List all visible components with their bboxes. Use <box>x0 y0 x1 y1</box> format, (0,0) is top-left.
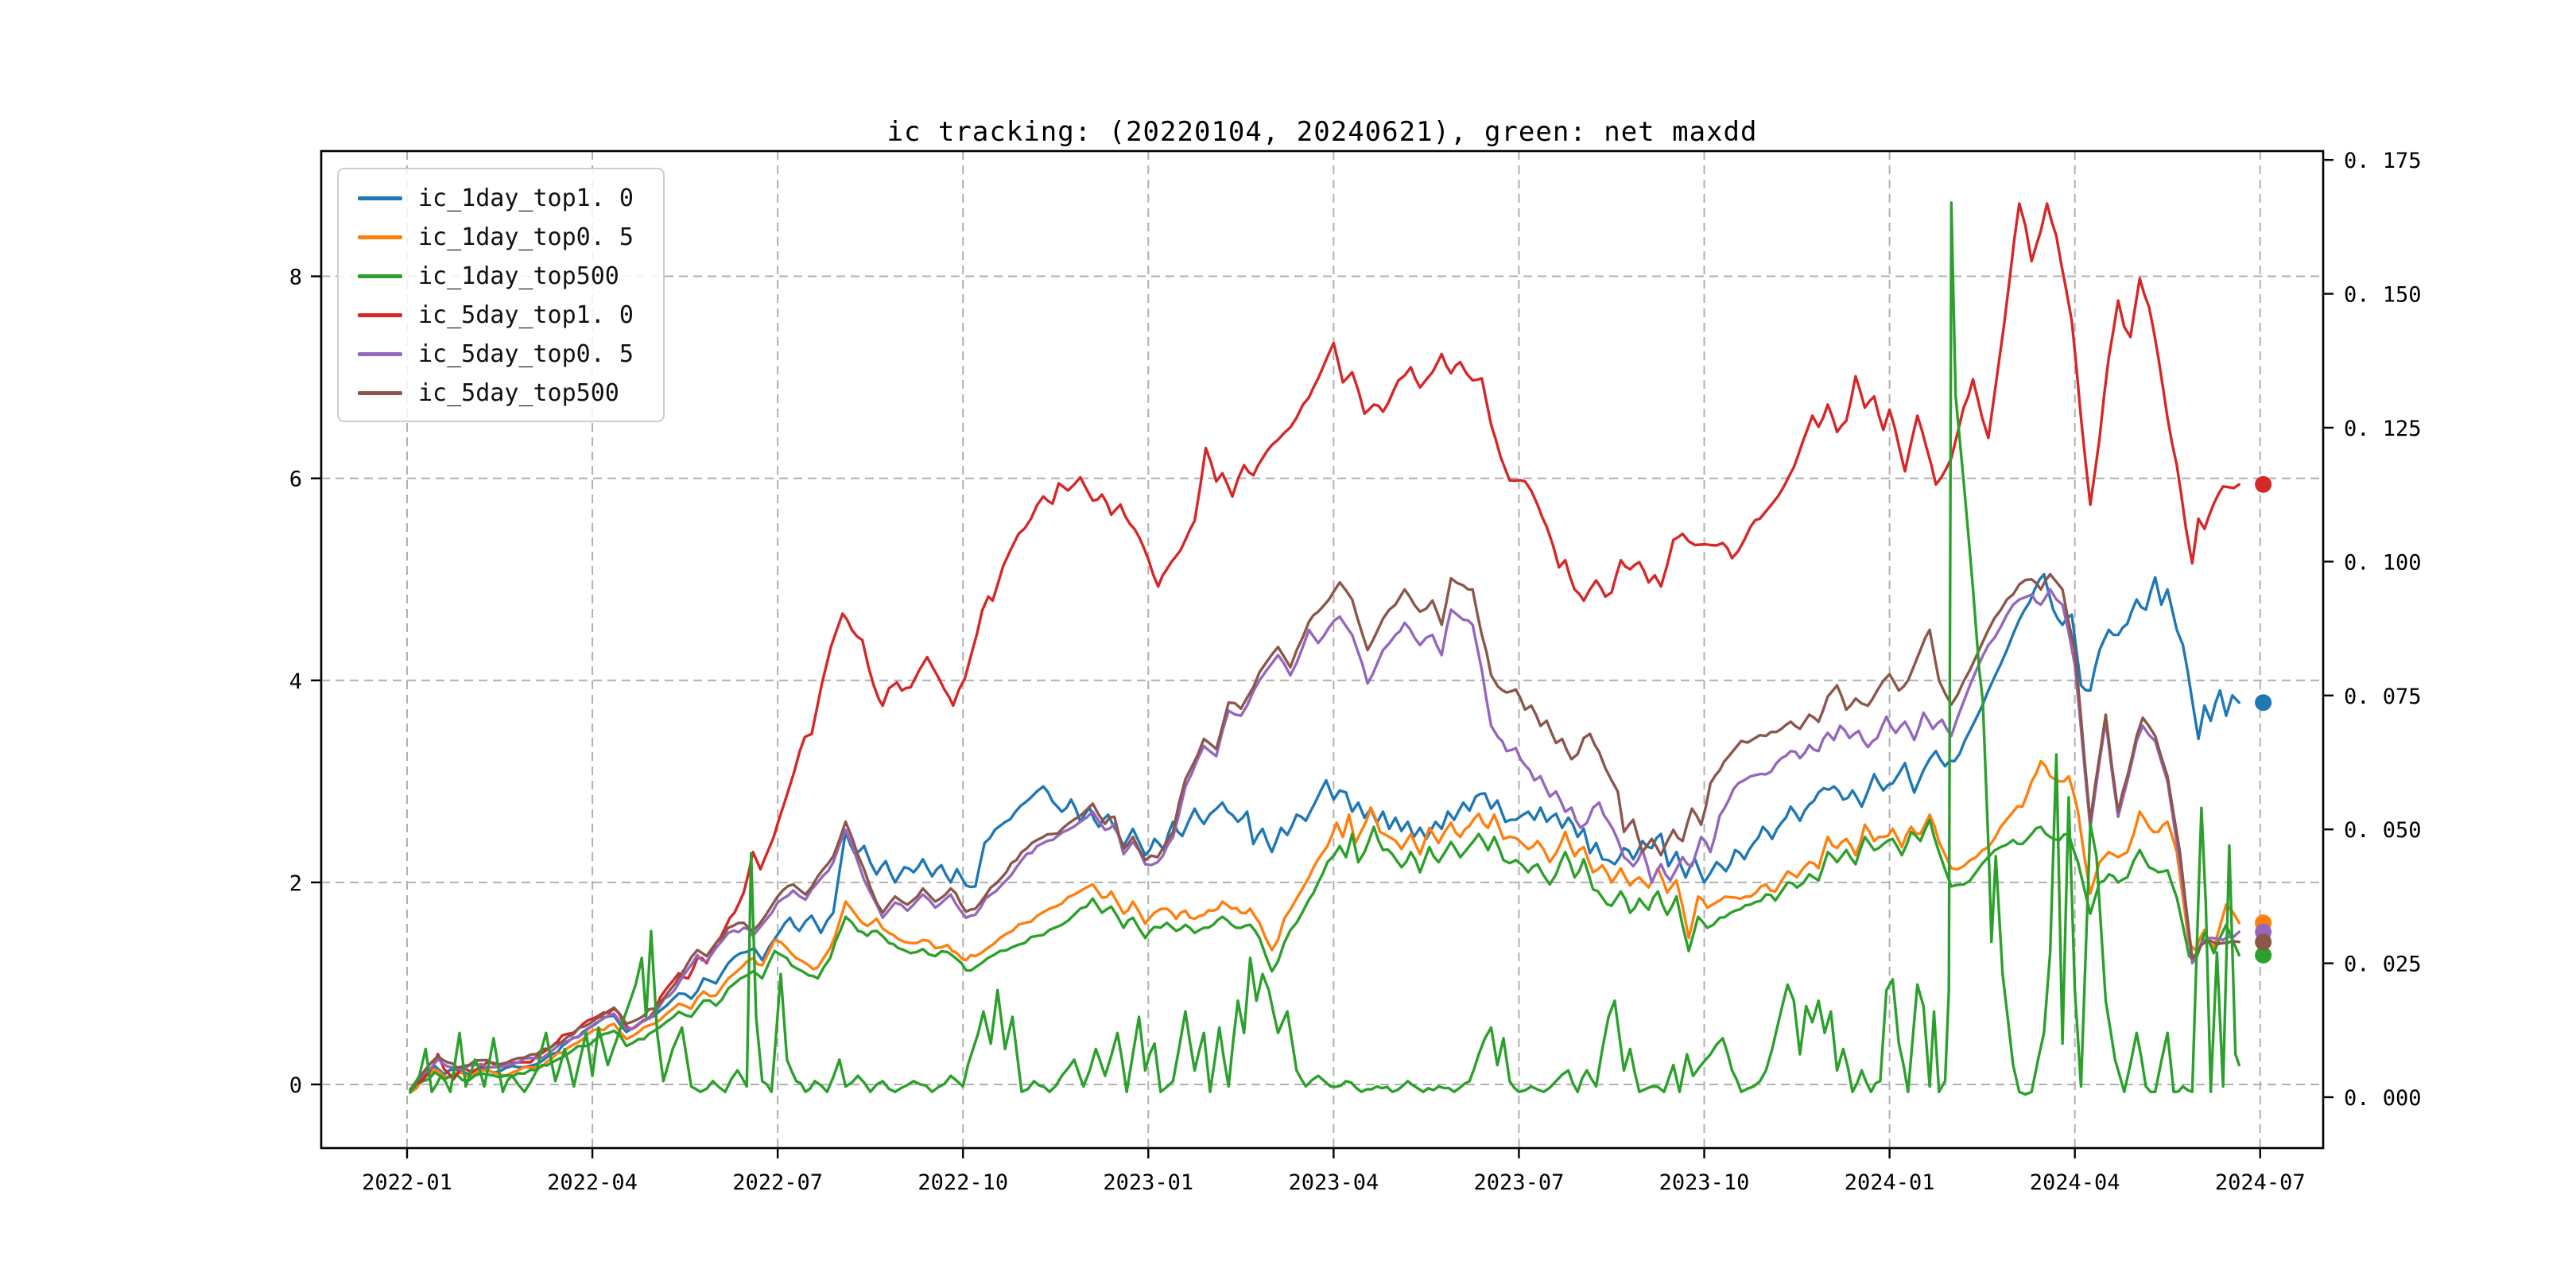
end-marker-ic-5day-top500 <box>2255 933 2272 951</box>
legend-line-swatch <box>358 391 402 395</box>
y-left-tick-label: 4 <box>289 669 302 694</box>
legend-item-ic-1day-top500: ic_1day_top500 <box>339 257 663 296</box>
y-right-tick-label: 0. 000 <box>2344 1086 2422 1111</box>
x-tick-label: 2024-04 <box>2030 1170 2120 1195</box>
series-line-ic-5day-top500 <box>409 572 2241 1092</box>
legend-label: ic_5day_top0. 5 <box>418 340 634 368</box>
series-line-ic-5day-top0-5 <box>409 588 2241 1092</box>
legend-label: ic_1day_top500 <box>418 262 619 290</box>
series-line-net-maxdd <box>409 201 2241 1096</box>
legend-item-ic-1day-top1-0: ic_1day_top1. 0 <box>339 179 663 218</box>
legend-line-swatch <box>358 274 402 278</box>
legend-item-ic-5day-top0-5: ic_5day_top0. 5 <box>339 335 663 374</box>
x-tick-label: 2022-04 <box>547 1170 638 1195</box>
legend-line-swatch <box>358 313 402 317</box>
x-tick-label: 2024-01 <box>1845 1170 1935 1195</box>
end-marker-ic-1day-top500 <box>2255 946 2272 964</box>
end-marker-ic-1day-top1-0 <box>2255 694 2272 712</box>
x-tick-label: 2022-01 <box>362 1170 452 1195</box>
x-tick-label: 2023-10 <box>1659 1170 1750 1195</box>
y-right-tick-label: 0. 075 <box>2344 685 2422 709</box>
y-right-tick-label: 0. 150 <box>2344 283 2422 308</box>
x-tick-label: 2023-07 <box>1474 1170 1565 1195</box>
x-tick-label: 2024-07 <box>2215 1170 2306 1195</box>
y-right-tick-label: 0. 050 <box>2344 818 2422 843</box>
y-right-tick-label: 0. 125 <box>2344 417 2422 441</box>
legend: ic_1day_top1. 0 ic_1day_top0. 5 ic_1day_to… <box>337 168 665 422</box>
legend-label: ic_5day_top1. 0 <box>418 301 634 329</box>
series-line-ic-1day-top1-0 <box>409 572 2241 1092</box>
chart-title: ic tracking: (20220104, 20240621), green… <box>886 116 1758 148</box>
x-tick-label: 2022-07 <box>732 1170 823 1195</box>
y-right-tick-label: 0. 175 <box>2344 149 2422 173</box>
series-line-ic-1day-top0-5 <box>409 759 2241 1094</box>
legend-item-ic-5day-top500: ic_5day_top500 <box>339 374 663 413</box>
legend-label: ic_1day_top1. 0 <box>418 184 634 212</box>
legend-label: ic_5day_top500 <box>418 379 619 407</box>
series-line-ic-5day-top1-0 <box>409 202 2241 1092</box>
x-tick-label: 2023-01 <box>1103 1170 1193 1195</box>
end-marker-ic-5day-top1-0 <box>2255 475 2272 493</box>
x-tick-label: 2023-04 <box>1288 1170 1379 1195</box>
legend-item-ic-5day-top1-0: ic_5day_top1. 0 <box>339 296 663 335</box>
y-left-tick-label: 2 <box>289 871 302 896</box>
legend-line-swatch <box>358 196 402 200</box>
series-line-ic-1day-top500 <box>409 818 2241 1094</box>
y-right-tick-label: 0. 100 <box>2344 550 2422 575</box>
y-right-tick-label: 0. 025 <box>2344 952 2422 977</box>
legend-line-swatch <box>358 235 402 239</box>
legend-line-swatch <box>358 352 402 356</box>
axes-box <box>320 149 2325 1150</box>
y-left-tick-label: 0 <box>289 1073 302 1098</box>
y-left-tick-label: 8 <box>289 266 302 290</box>
y-left-tick-label: 6 <box>289 467 302 492</box>
legend-item-ic-1day-top0-5: ic_1day_top0. 5 <box>339 218 663 257</box>
x-tick-label: 2022-10 <box>918 1170 1008 1195</box>
legend-label: ic_1day_top0. 5 <box>418 223 634 251</box>
